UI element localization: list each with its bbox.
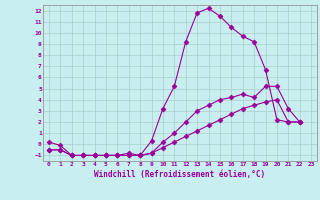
X-axis label: Windchill (Refroidissement éolien,°C): Windchill (Refroidissement éolien,°C) <box>94 170 266 179</box>
